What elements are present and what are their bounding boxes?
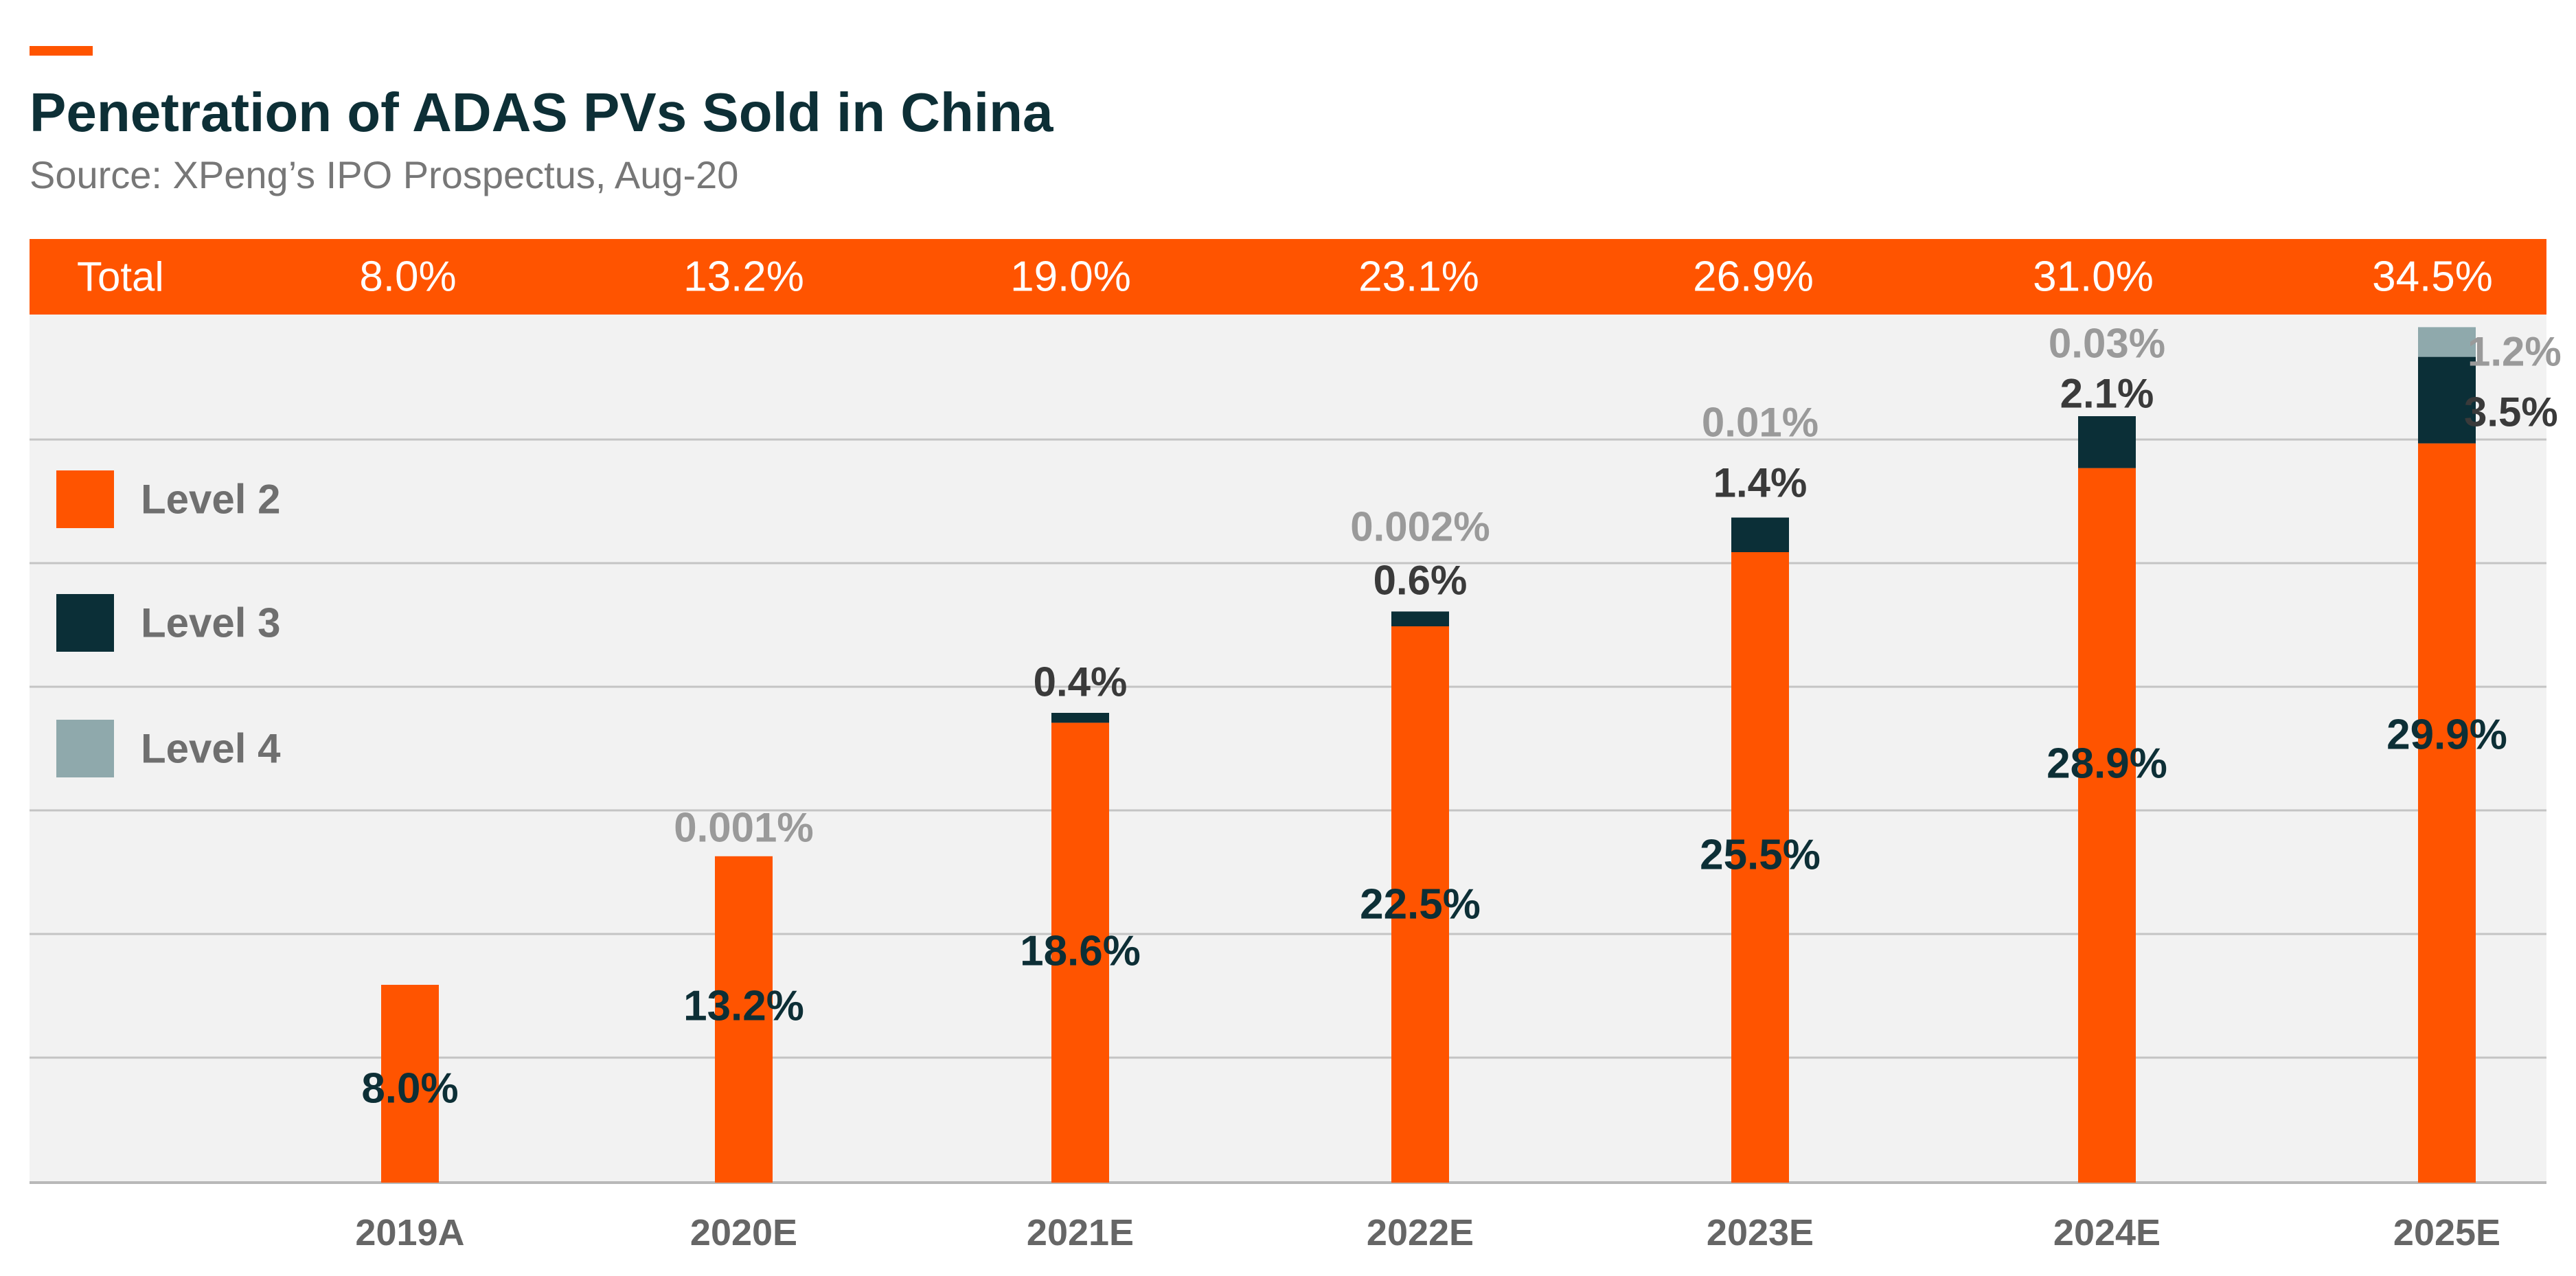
total-band <box>30 239 2546 315</box>
bar-level2 <box>1391 626 1449 1183</box>
bar-level3 <box>2078 416 2136 468</box>
total-value-label: 26.9% <box>1693 253 1814 301</box>
total-value-label: 13.2% <box>683 253 804 301</box>
bar-level2 <box>1731 552 1789 1183</box>
data-label-level2: 8.0% <box>361 1065 458 1113</box>
data-label-level2: 25.5% <box>1700 832 1821 879</box>
data-label-level4: 0.001% <box>674 805 814 851</box>
data-label-level4: 0.01% <box>1702 400 1819 446</box>
data-label-level3: 3.5% <box>2464 389 2558 435</box>
bar-level2 <box>715 856 773 1183</box>
data-label-level3: 2.1% <box>2060 371 2154 417</box>
data-label-level3: 0.4% <box>1034 659 1128 705</box>
total-value-label: 31.0% <box>2033 253 2154 301</box>
chart-subtitle: Source: XPeng’s IPO Prospectus, Aug-20 <box>30 153 739 196</box>
data-label-level3: 1.4% <box>1713 460 1808 506</box>
x-tick-label: 2022E <box>1367 1212 1474 1253</box>
total-value-label: 34.5% <box>2372 253 2493 301</box>
total-value-label: 8.0% <box>359 253 456 301</box>
data-label-level2: 22.5% <box>1360 881 1481 928</box>
bar-level3 <box>2418 356 2476 444</box>
x-tick-label: 2025E <box>2393 1212 2500 1253</box>
bar-level3 <box>1731 517 1789 552</box>
data-label-level2: 18.6% <box>1020 928 1141 975</box>
data-label-level2: 13.2% <box>683 983 804 1030</box>
accent-bar <box>30 46 93 56</box>
legend-swatch <box>56 594 114 652</box>
x-tick-label: 2019A <box>355 1212 464 1253</box>
legend-label: Level 3 <box>141 600 280 646</box>
bar-level4 <box>2418 327 2476 357</box>
legend-swatch <box>56 470 114 528</box>
chart-title: Penetration of ADAS PVs Sold in China <box>30 82 1053 143</box>
data-label-level2: 29.9% <box>2386 711 2507 759</box>
legend-label: Level 2 <box>141 477 280 523</box>
bar-level2 <box>2078 468 2136 1183</box>
legend-label: Level 4 <box>141 726 281 772</box>
bar-level2 <box>1051 722 1109 1183</box>
data-label-level4: 0.002% <box>1350 504 1490 550</box>
total-row-label: Total <box>77 254 164 300</box>
x-tick-label: 2020E <box>690 1212 797 1253</box>
total-value-label: 19.0% <box>1010 253 1131 301</box>
bar-level3 <box>1051 713 1109 723</box>
data-label-level3: 0.6% <box>1374 558 1468 604</box>
x-tick-label: 2021E <box>1027 1212 1134 1253</box>
bar-level3 <box>1391 611 1449 626</box>
bar-level2 <box>2418 443 2476 1183</box>
data-label-level2: 28.9% <box>2047 740 2167 788</box>
total-value-label: 23.1% <box>1358 253 1479 301</box>
x-tick-label: 2024E <box>2053 1212 2161 1253</box>
bar-level2 <box>381 985 439 1183</box>
x-tick-label: 2023E <box>1707 1212 1814 1253</box>
legend-swatch <box>56 720 114 777</box>
data-label-level4: 0.03% <box>2049 321 2165 367</box>
data-label-level4: 1.2% <box>2467 329 2562 375</box>
